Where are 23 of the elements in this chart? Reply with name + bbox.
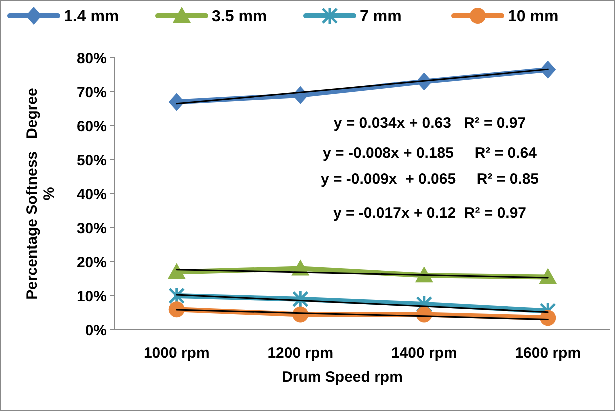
y-tick-label: 70% <box>76 84 107 102</box>
y-tick-label: 0% <box>85 322 107 340</box>
annotation: y = -0.008x + 0.185 R² = 0.64 <box>323 145 538 162</box>
x-tick-label: 1400 rpm <box>391 345 458 362</box>
y-tick-label: 40% <box>76 186 107 204</box>
y-axis-title: Percentage Softness Degree % <box>24 88 58 300</box>
legend-label: 7 mm <box>360 8 402 26</box>
legend-label: 10 mm <box>508 8 559 26</box>
y-tick-label: 80% <box>76 50 107 68</box>
x-tick-label: 1200 rpm <box>268 345 334 362</box>
annotation: y = -0.017x + 0.12 R² = 0.97 <box>333 205 527 222</box>
x-tick-label: 1600 rpm <box>515 345 582 362</box>
y-tick-label: 50% <box>76 152 107 170</box>
y-tick-label: 10% <box>76 288 107 306</box>
legend-label: 3.5 mm <box>212 8 268 26</box>
y-tick-label: 20% <box>76 254 107 272</box>
x-axis-title: Drum Speed rpm <box>282 369 403 386</box>
annotation: y = -0.009x + 0.065 R² = 0.85 <box>320 171 540 188</box>
legend-label: 1.4 mm <box>64 8 120 26</box>
y-tick-label: 60% <box>76 118 107 136</box>
y-tick-label: 30% <box>76 220 107 238</box>
x-tick-label: 1000 rpm <box>144 345 210 362</box>
annotation: y = 0.034x + 0.63 R² = 0.97 <box>334 115 526 132</box>
